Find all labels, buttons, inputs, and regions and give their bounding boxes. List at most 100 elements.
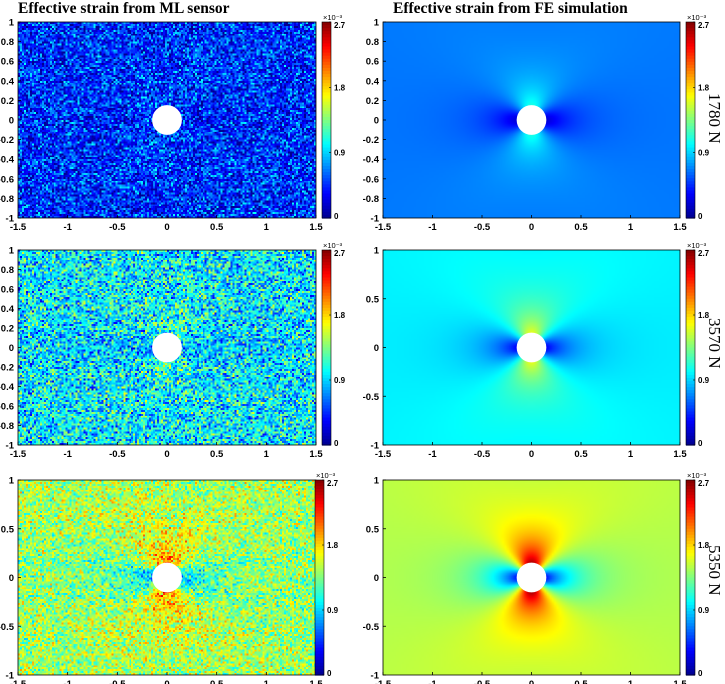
- colorbar-swatch: [686, 304, 695, 309]
- colorbar-swatch: [322, 317, 331, 321]
- y-tick-label: 0.5: [366, 524, 380, 535]
- colorbar-swatch: [322, 49, 331, 54]
- colorbar-swatch: [322, 113, 331, 118]
- colorbar-swatch: [322, 126, 331, 130]
- y-tick-label: -0.2: [0, 135, 14, 146]
- hole-marker: [516, 105, 547, 135]
- colorbar-swatch: [686, 320, 695, 324]
- colorbar-swatch: [322, 274, 331, 279]
- colorbar-swatch: [322, 423, 331, 428]
- colorbar-swatch: [322, 156, 331, 161]
- colorbar-swatch: [686, 501, 695, 505]
- colorbar-swatch: [686, 668, 695, 673]
- colorbar-swatch: [322, 31, 331, 35]
- colorbar-swatch: [686, 77, 695, 81]
- colorbar-swatch: [322, 74, 331, 78]
- x-tick-label: -1.5: [10, 679, 27, 684]
- colorbar-swatch: [322, 292, 331, 297]
- y-tick-label: -0.2: [363, 135, 379, 146]
- colorbar-swatch: [686, 211, 695, 216]
- colorbar-swatch: [315, 607, 324, 612]
- y-tick-label: 0.6: [1, 285, 14, 296]
- y-tick-label: 1: [374, 18, 380, 29]
- colorbar-swatch: [686, 495, 695, 499]
- colorbar-swatch: [315, 614, 324, 618]
- colorbar-swatch: [315, 668, 324, 673]
- colorbar-swatch: [322, 110, 331, 115]
- colorbar-swatch: [322, 92, 331, 97]
- colorbar-swatch: [322, 414, 331, 419]
- colorbar-swatch: [686, 175, 695, 179]
- colorbar-swatch: [322, 169, 331, 173]
- y-tick-label: -1: [6, 671, 15, 682]
- colorbar-swatch: [322, 205, 331, 210]
- colorbar-swatch: [315, 638, 324, 643]
- x-tick-label: -0.5: [474, 222, 491, 233]
- x-tick-label: -1: [63, 679, 72, 684]
- colorbar-swatch: [322, 159, 331, 164]
- colorbar-swatch: [686, 313, 695, 318]
- colorbar-tick-label: 0: [698, 212, 703, 221]
- colorbar-swatch: [686, 665, 695, 670]
- colorbar-swatch: [322, 165, 331, 170]
- colorbar-swatch: [686, 101, 695, 106]
- colorbar-frame: [685, 479, 696, 676]
- colorbar-swatch: [686, 292, 695, 297]
- colorbar-swatch: [315, 574, 324, 579]
- colorbar-swatch: [322, 256, 331, 260]
- colorbar-swatch: [686, 592, 695, 597]
- colorbar-tick-label: 0.9: [698, 606, 710, 615]
- colorbar-swatch: [322, 429, 331, 434]
- y-tick-label: 0: [9, 116, 14, 127]
- colorbar-frame: [685, 21, 696, 219]
- colorbar-tick-label: 0: [334, 212, 339, 221]
- colorbar-swatch: [322, 420, 331, 425]
- y-tick-label: 1: [374, 246, 380, 257]
- colorbar-swatch: [686, 659, 695, 664]
- colorbar-swatch: [322, 301, 331, 306]
- colorbar-swatch: [322, 390, 331, 394]
- colorbar-swatch: [322, 347, 331, 352]
- x-tick-label: 1.5: [309, 679, 323, 684]
- colorbar-swatch: [322, 393, 331, 397]
- colorbar-swatch: [322, 374, 331, 379]
- colorbar-tick-label: 2.7: [698, 479, 710, 488]
- colorbar-swatch: [686, 414, 695, 419]
- colorbar-swatch: [686, 250, 695, 254]
- colorbar-swatch: [686, 531, 695, 536]
- colorbar-swatch: [315, 498, 324, 502]
- colorbar-swatch: [686, 98, 695, 103]
- y-tick-label: 0: [374, 116, 379, 127]
- x-tick-label: 0.5: [574, 449, 588, 460]
- colorbar-swatch: [322, 310, 331, 315]
- colorbar-swatch: [322, 250, 331, 254]
- colorbar-swatch: [322, 365, 331, 370]
- colorbar-swatch: [315, 525, 324, 530]
- colorbar-swatch: [322, 377, 331, 382]
- colorbar-swatch: [686, 196, 695, 201]
- y-tick-label: -1: [6, 214, 15, 225]
- x-tick-label: -1: [428, 449, 437, 460]
- colorbar-swatch: [315, 543, 324, 548]
- colorbar-swatch: [315, 559, 324, 563]
- colorbar-swatch: [686, 623, 695, 627]
- colorbar-swatch: [322, 22, 331, 26]
- colorbar-swatch: [686, 417, 695, 422]
- colorbar-swatch: [686, 280, 695, 285]
- x-tick-label: 0.5: [574, 222, 588, 233]
- colorbar-swatch: [322, 335, 331, 339]
- y-tick-label: 0.6: [1, 57, 14, 68]
- colorbar-swatch: [686, 423, 695, 428]
- colorbar-swatch: [322, 193, 331, 198]
- colorbar-swatch: [686, 205, 695, 210]
- colorbar-frame: [321, 21, 332, 219]
- colorbar-fe-3570: 0 0.9 1.8 2.7×10⁻³: [685, 241, 710, 448]
- y-tick-label: -0.5: [0, 622, 15, 633]
- colorbar-swatch: [686, 156, 695, 161]
- colorbar-swatch: [315, 483, 324, 487]
- colorbar-swatch: [322, 262, 331, 266]
- colorbar-swatch: [686, 289, 695, 294]
- x-tick-label: -0.5: [109, 679, 126, 684]
- x-tick-label: 1: [264, 679, 270, 684]
- x-tick-label: -0.5: [474, 679, 491, 684]
